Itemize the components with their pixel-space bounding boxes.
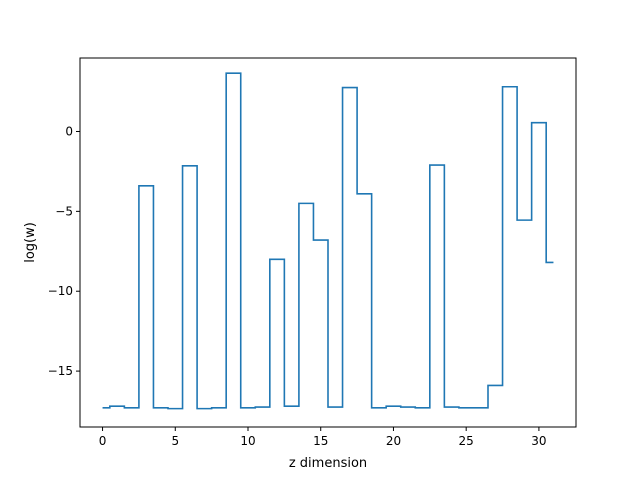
x-tick-label: 30 xyxy=(531,434,546,448)
y-tick-label: −15 xyxy=(48,364,73,378)
x-tick-label: 25 xyxy=(459,434,474,448)
x-axis-label: z dimension xyxy=(289,456,367,471)
y-tick-label: 0 xyxy=(65,124,73,138)
x-tick-label: 10 xyxy=(240,434,255,448)
y-axis-label: log(w) xyxy=(23,222,38,263)
x-tick-label: 5 xyxy=(171,434,179,448)
x-tick-label: 15 xyxy=(313,434,328,448)
plot-frame xyxy=(79,57,577,428)
x-tick-label: 0 xyxy=(99,434,107,448)
series-step-line xyxy=(102,72,554,410)
y-tick-label: −5 xyxy=(55,204,73,218)
y-tick-label: −10 xyxy=(48,284,73,298)
x-tick-label: 20 xyxy=(386,434,401,448)
